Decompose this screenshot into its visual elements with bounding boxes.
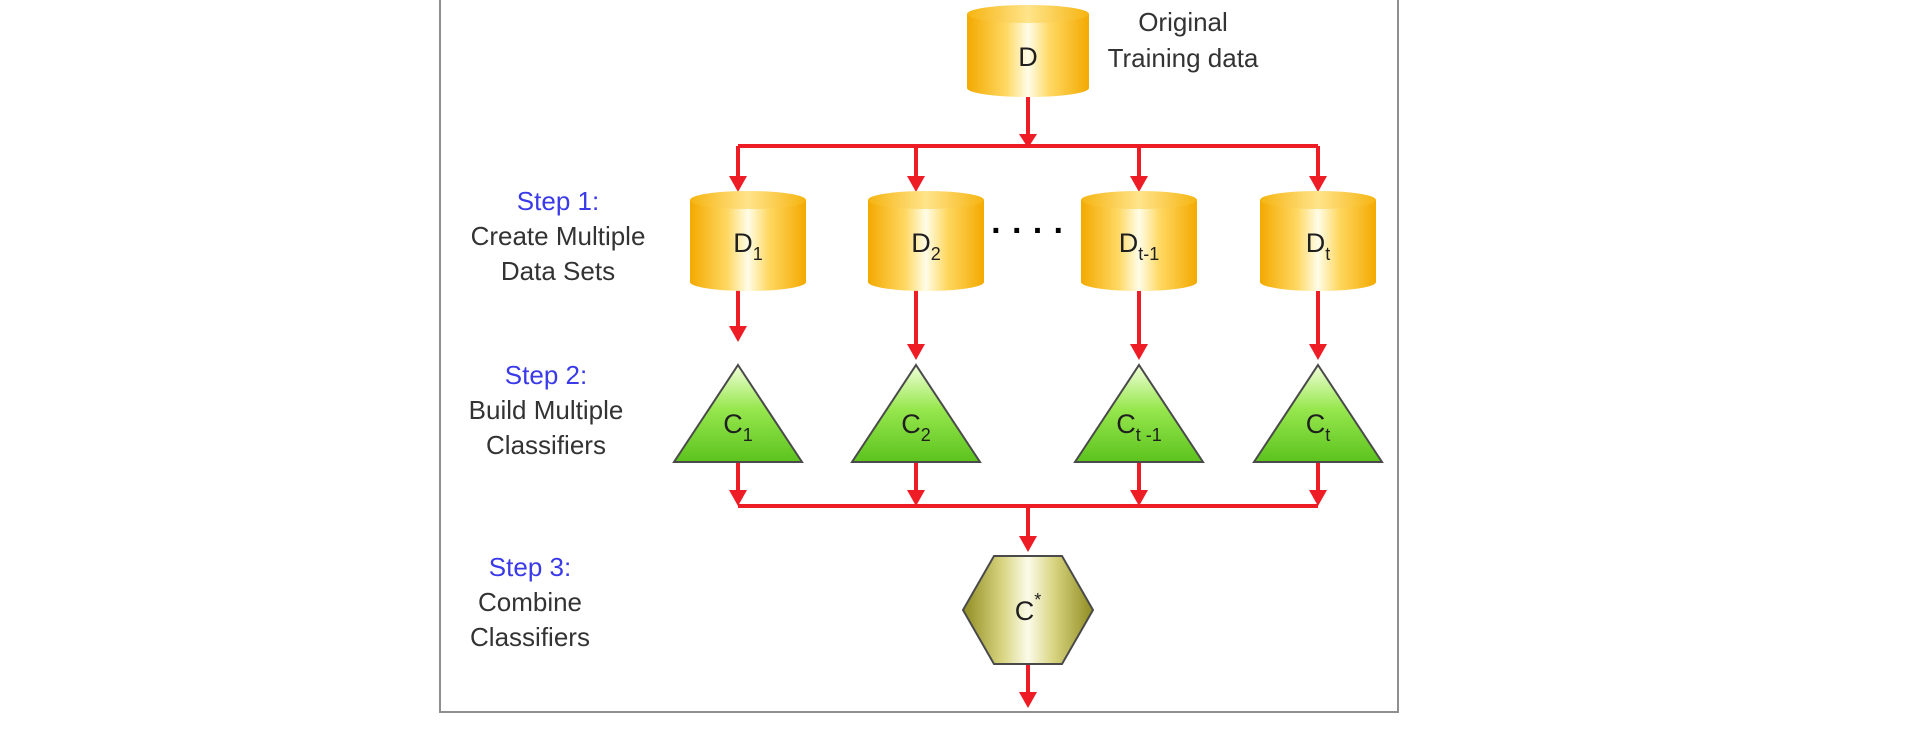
arrow-head-to-dt1	[1130, 176, 1148, 192]
classifier-triangle-2: C2	[850, 363, 982, 463]
classifier-triangle-t-minus-1: Ct -1	[1073, 363, 1205, 463]
arrow-head-from-c1	[729, 490, 747, 506]
dataset-cylinder-t: Dt	[1260, 191, 1376, 291]
combined-classifier-label: C*	[1015, 590, 1042, 626]
step-1-label: Step 1: Create Multiple Data Sets	[471, 186, 646, 286]
arrow-heads	[729, 134, 1327, 708]
step-2-line2: Classifiers	[486, 430, 606, 460]
dataset-t-minus-1-label: Dt-1	[1119, 228, 1160, 264]
arrow-head-to-combined	[1019, 536, 1037, 552]
original-label-line2: Training data	[1108, 43, 1259, 73]
classifier-1-label: C1	[723, 409, 753, 445]
arrow-head-to-d2	[907, 176, 925, 192]
dataset-2-label: D2	[911, 228, 941, 264]
arrow-head-from-ct	[1309, 490, 1327, 506]
step-2-line1: Build Multiple	[469, 395, 624, 425]
step-1-line1: Create Multiple	[471, 221, 646, 251]
classifier-triangle-1: C1	[672, 363, 804, 463]
arrow-head-to-dt	[1309, 176, 1327, 192]
classifier-triangle-t: Ct	[1252, 363, 1384, 463]
dataset-ellipsis: · · · ·	[991, 212, 1065, 250]
step-1-title: Step 1:	[517, 186, 599, 216]
combined-classifier-hexagon: C*	[961, 555, 1095, 665]
arrow-head-to-c1	[729, 326, 747, 342]
arrow-head-to-split	[1019, 134, 1037, 148]
dataset-cylinder-1: D1	[690, 191, 806, 291]
step-2-label: Step 2: Build Multiple Classifiers	[469, 360, 624, 460]
arrow-head-to-ct1	[1130, 344, 1148, 360]
dataset-cylinder-t-minus-1: Dt-1	[1081, 191, 1197, 291]
step-3-title: Step 3:	[489, 552, 571, 582]
step-1-line2: Data Sets	[501, 256, 615, 286]
arrow-head-to-c2	[907, 344, 925, 360]
classifier-t-label: Ct	[1306, 409, 1331, 445]
connectors	[736, 96, 1320, 692]
classifier-2-label: C2	[901, 409, 931, 445]
original-node-label: D	[1018, 42, 1038, 72]
step-3-label: Step 3: Combine Classifiers	[470, 552, 590, 652]
arrow-head-from-c2	[907, 490, 925, 506]
arrow-head-to-ct	[1309, 344, 1327, 360]
diagram-border	[439, 0, 1399, 713]
dataset-cylinder-2: D2	[868, 191, 984, 291]
arrow-head-from-ct1	[1130, 490, 1148, 506]
step-3-line1: Combine	[478, 587, 582, 617]
step-2-title: Step 2:	[505, 360, 587, 390]
classifier-t-minus-1-label: Ct -1	[1116, 409, 1162, 445]
dataset-t-label: Dt	[1306, 228, 1331, 264]
dataset-1-label: D1	[733, 228, 763, 264]
arrow-head-output	[1019, 692, 1037, 708]
original-label-line1: Original	[1138, 7, 1228, 37]
step-3-line2: Classifiers	[470, 622, 590, 652]
original-data-cylinder: D	[967, 5, 1089, 97]
arrow-head-to-d1	[729, 176, 747, 192]
